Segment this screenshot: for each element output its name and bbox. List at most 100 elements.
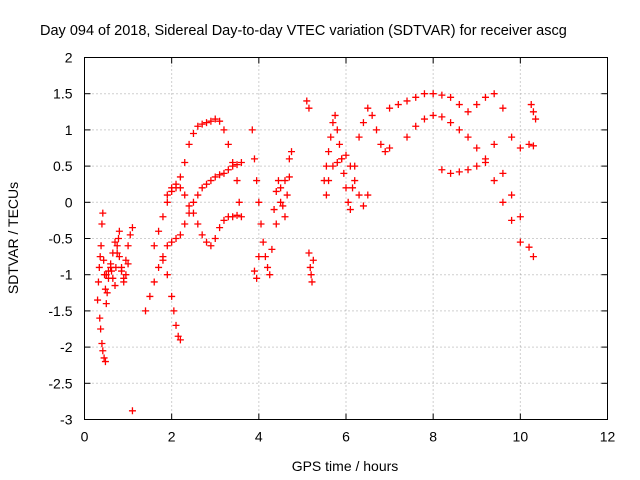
data-point xyxy=(272,220,280,228)
data-point xyxy=(194,191,202,199)
data-point xyxy=(529,108,537,116)
data-point xyxy=(359,119,367,127)
data-point xyxy=(516,213,524,221)
data-point xyxy=(325,177,333,185)
data-point xyxy=(216,224,224,232)
data-point xyxy=(211,115,219,123)
data-point xyxy=(306,263,314,271)
data-point xyxy=(464,133,472,141)
data-point xyxy=(364,104,372,112)
data-point xyxy=(211,173,219,181)
series-early-cluster xyxy=(94,209,136,366)
data-point xyxy=(98,220,106,228)
data-point xyxy=(224,140,232,148)
data-point xyxy=(368,111,376,119)
series-cluster-6h xyxy=(320,104,394,214)
data-point xyxy=(216,117,224,125)
data-point xyxy=(229,162,237,170)
data-point xyxy=(305,249,313,257)
data-point xyxy=(329,162,337,170)
data-point xyxy=(309,256,317,264)
data-point xyxy=(198,184,206,192)
data-point xyxy=(525,140,533,148)
data-point xyxy=(233,211,241,219)
data-point xyxy=(447,119,455,127)
data-point xyxy=(266,271,274,279)
data-point xyxy=(281,213,289,221)
data-point xyxy=(150,278,158,286)
data-point xyxy=(122,271,130,279)
data-point xyxy=(277,184,285,192)
x-axis-label: GPS time / hours xyxy=(292,458,399,474)
x-tick-label: 6 xyxy=(342,429,350,445)
data-point xyxy=(429,111,437,119)
data-point xyxy=(102,271,110,279)
series-outlier xyxy=(128,407,136,415)
data-point xyxy=(99,209,107,217)
data-point xyxy=(412,93,420,101)
data-point xyxy=(150,242,158,250)
data-point xyxy=(216,171,224,179)
data-point xyxy=(499,104,507,112)
data-point xyxy=(118,267,126,275)
data-point xyxy=(516,238,524,246)
data-point xyxy=(108,267,116,275)
data-point xyxy=(340,169,348,177)
data-point xyxy=(185,202,193,210)
data-point xyxy=(207,117,215,125)
data-point xyxy=(176,336,184,344)
data-point xyxy=(257,220,265,228)
data-point xyxy=(128,224,136,232)
data-point xyxy=(115,227,123,235)
data-point xyxy=(342,151,350,159)
data-point xyxy=(342,184,350,192)
x-tick-label: 12 xyxy=(600,429,616,445)
data-point xyxy=(97,242,105,250)
data-point xyxy=(185,140,193,148)
data-point xyxy=(527,101,535,109)
data-point xyxy=(346,162,354,170)
data-point xyxy=(111,282,119,290)
data-point xyxy=(224,166,232,174)
data-point xyxy=(94,296,102,304)
data-point xyxy=(233,177,241,185)
series-cluster-5h xyxy=(303,97,317,286)
data-point xyxy=(203,119,211,127)
data-point xyxy=(235,198,243,206)
data-point xyxy=(198,120,206,128)
series-cluster-4h xyxy=(248,126,296,282)
data-point xyxy=(126,231,134,239)
data-point xyxy=(255,253,263,261)
data-point xyxy=(525,243,533,251)
series-arc-1-cross xyxy=(163,180,245,250)
y-tick-label: 1 xyxy=(65,122,73,138)
data-point xyxy=(98,339,106,347)
data-point xyxy=(438,166,446,174)
data-point xyxy=(233,161,241,169)
data-point xyxy=(100,354,108,362)
data-point xyxy=(163,198,171,206)
data-point xyxy=(159,213,167,221)
data-point xyxy=(333,158,341,166)
y-tick-label: 0.5 xyxy=(53,158,73,174)
data-point xyxy=(279,202,287,210)
data-point xyxy=(394,101,402,109)
data-point xyxy=(438,91,446,99)
y-tick-label: 2 xyxy=(65,50,73,66)
data-point xyxy=(97,325,105,333)
data-point xyxy=(155,227,163,235)
data-point xyxy=(146,292,154,300)
series-arc-1-upper xyxy=(150,115,243,250)
data-point xyxy=(281,177,289,185)
data-point xyxy=(261,253,269,261)
data-point xyxy=(473,144,481,152)
data-point xyxy=(438,113,446,121)
data-point xyxy=(473,101,481,109)
data-point xyxy=(338,155,346,163)
data-point xyxy=(490,177,498,185)
data-point xyxy=(113,242,121,250)
data-point xyxy=(532,115,540,123)
data-point xyxy=(99,347,107,355)
y-tick-labels: -3 -2.5 -2 -1.5 -1 -0.5 0 0.5 1 1.5 2 xyxy=(48,50,72,428)
data-point xyxy=(288,148,296,156)
